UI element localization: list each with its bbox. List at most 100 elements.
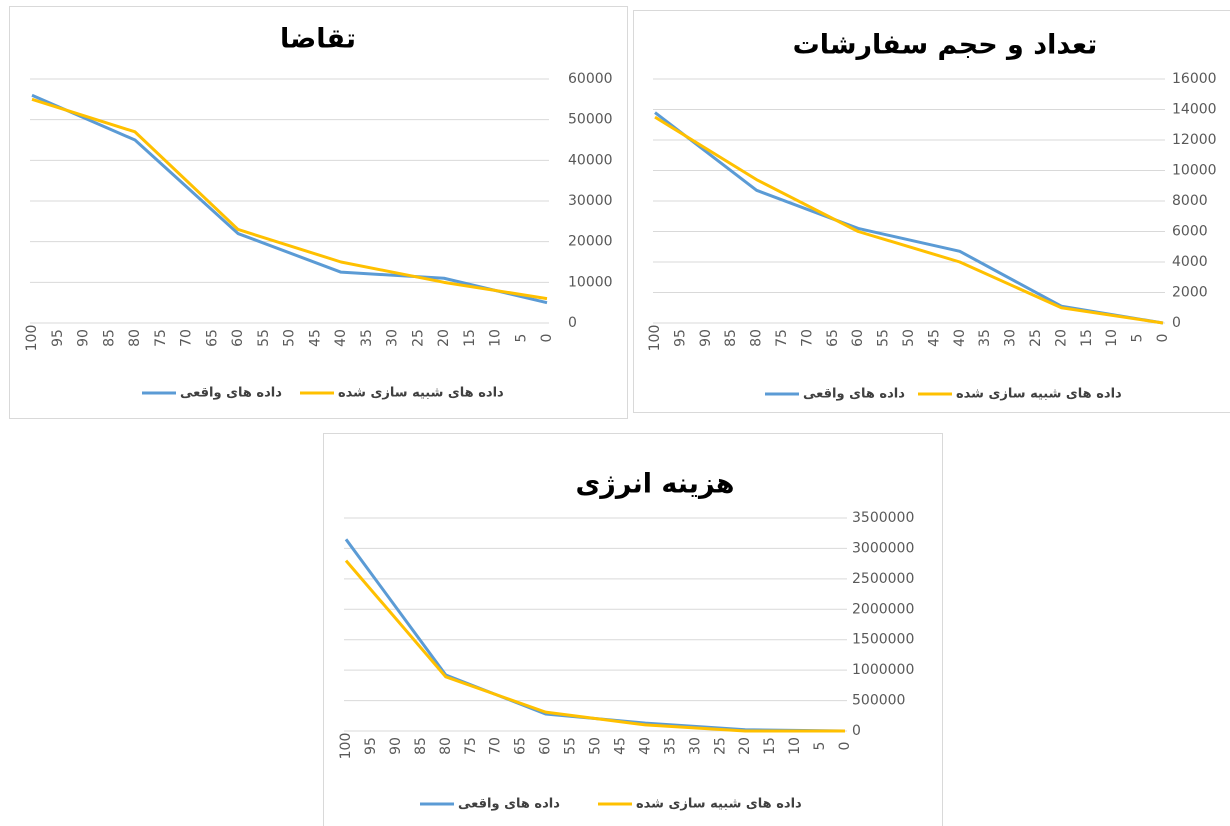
x-tick-label: 60 [850,329,866,347]
y-tick-label: 2500000 [852,571,914,587]
x-tick-label: 80 [749,329,765,347]
chart-title: هزینه انرژی [576,469,735,500]
y-tick-label: 4000 [1172,254,1208,270]
chart-frame [633,10,1230,413]
legend-label: داده های واقعی [458,797,560,812]
x-tick-label: 60 [538,737,554,755]
x-tick-label: 65 [825,329,841,347]
legend-label: داده های واقعی [803,387,905,402]
x-tick-label: 85 [723,329,739,347]
x-tick-label: 60 [230,329,246,347]
x-tick-label: 45 [926,329,942,347]
x-tick-label: 50 [901,329,917,347]
chart-frame [323,433,943,826]
y-tick-label: 1500000 [852,632,914,648]
y-tick-label: 500000 [852,693,905,709]
x-tick-label: 100 [338,733,354,760]
x-tick-label: 30 [385,329,401,347]
y-tick-label: 20000 [568,234,613,250]
x-tick-label: 30 [687,737,703,755]
x-tick-label: 0 [837,742,853,751]
x-tick-label: 20 [737,737,753,755]
x-tick-label: 70 [179,329,195,347]
y-tick-label: 2000000 [852,601,914,617]
x-tick-label: 85 [101,329,117,347]
x-tick-label: 70 [488,737,504,755]
x-tick-label: 35 [359,329,375,347]
x-tick-label: 5 [812,742,828,751]
y-tick-label: 40000 [568,152,613,168]
legend-label: داده های شبیه سازی شده [956,387,1122,402]
y-tick-label: 60000 [568,71,613,87]
y-tick-label: 10000 [568,274,613,290]
y-tick-label: 0 [1172,315,1181,331]
x-tick-label: 40 [952,329,968,347]
y-tick-label: 6000 [1172,224,1208,240]
x-tick-label: 95 [672,329,688,347]
x-tick-label: 80 [438,737,454,755]
x-tick-label: 45 [307,329,323,347]
x-tick-label: 50 [588,737,604,755]
y-tick-label: 30000 [568,193,613,209]
x-tick-label: 15 [462,329,478,347]
y-tick-label: 0 [568,315,577,331]
x-tick-label: 100 [24,325,40,352]
x-tick-label: 95 [50,329,66,347]
x-tick-label: 0 [1155,334,1171,343]
y-tick-label: 10000 [1172,163,1217,179]
y-tick-label: 0 [852,723,861,739]
series-line [31,93,548,305]
y-tick-label: 12000 [1172,132,1217,148]
x-tick-label: 75 [153,329,169,347]
x-tick-label: 25 [712,737,728,755]
x-tick-label: 75 [463,737,479,755]
x-tick-label: 55 [256,329,272,347]
y-tick-label: 2000 [1172,285,1208,301]
x-tick-label: 45 [612,737,628,755]
y-tick-label: 3500000 [852,510,914,526]
x-tick-label: 40 [637,737,653,755]
x-tick-label: 100 [647,325,663,352]
x-tick-label: 25 [410,329,426,347]
x-tick-label: 10 [787,737,803,755]
legend-label: داده های شبیه سازی شده [338,386,504,401]
x-tick-label: 15 [1079,329,1095,347]
x-tick-label: 95 [363,737,379,755]
series-line [654,115,1164,325]
legend-label: داده های واقعی [180,386,282,401]
series-line [31,97,548,301]
y-tick-label: 14000 [1172,102,1217,118]
x-tick-label: 0 [539,334,555,343]
chart-frame [9,6,628,419]
x-tick-label: 65 [204,329,220,347]
x-tick-label: 90 [76,329,92,347]
x-tick-label: 55 [876,329,892,347]
y-tick-label: 50000 [568,112,613,128]
series-line [344,559,845,733]
x-tick-label: 70 [799,329,815,347]
y-tick-label: 1000000 [852,662,914,678]
x-tick-label: 30 [1003,329,1019,347]
x-tick-label: 90 [388,737,404,755]
x-tick-label: 80 [127,329,143,347]
x-tick-label: 20 [1053,329,1069,347]
legend-label: داده های شبیه سازی شده [636,797,802,812]
x-tick-label: 35 [662,737,678,755]
x-tick-label: 10 [488,329,504,347]
chart-title: تقاضا [280,24,356,55]
x-tick-label: 75 [774,329,790,347]
x-tick-label: 25 [1028,329,1044,347]
x-tick-label: 85 [413,737,429,755]
x-tick-label: 65 [513,737,529,755]
y-tick-label: 3000000 [852,540,914,556]
x-tick-label: 15 [762,737,778,755]
x-tick-label: 5 [1130,334,1146,343]
x-tick-label: 5 [513,334,529,343]
x-tick-label: 10 [1104,329,1120,347]
x-tick-label: 90 [698,329,714,347]
chart-title: تعداد و حجم سفارشات [793,30,1098,61]
x-tick-label: 20 [436,329,452,347]
y-tick-label: 8000 [1172,193,1208,209]
x-tick-label: 35 [977,329,993,347]
